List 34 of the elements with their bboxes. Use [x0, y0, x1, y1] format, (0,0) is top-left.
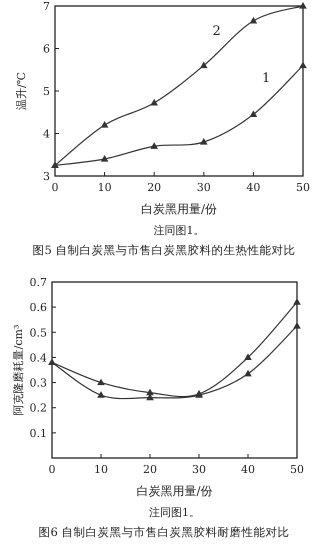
x-tick-label: 30: [192, 463, 206, 476]
y-tick-label: 0.5: [30, 326, 47, 340]
text: 注同图1。: [149, 506, 200, 519]
x-axis-title: 白炭黑用量/份: [136, 484, 213, 498]
series-label: 2: [212, 24, 221, 40]
y-tick-label: 0.7: [30, 276, 47, 289]
y-tick-label: 0.4: [30, 351, 47, 364]
x-tick-label: 30: [196, 181, 211, 194]
x-tick-label: 10: [98, 181, 112, 194]
x-tick-label: 40: [246, 181, 260, 194]
x-tick-label: 0: [48, 463, 56, 476]
y-tick-label: 0.2: [30, 402, 47, 415]
y-axis-title: 温升/℃: [15, 72, 28, 110]
y-axis-title: 阿克隆磨耗量/cm³: [12, 324, 25, 416]
y-tick-label: 7: [43, 0, 50, 13]
y-tick-label: 6: [43, 42, 50, 56]
y-tick-label: 4: [43, 128, 50, 140]
x-axis-title: 白炭黑用量/份: [140, 202, 218, 216]
x-tick-label: 50: [290, 463, 304, 476]
y-tick-label: 0.3: [30, 376, 47, 390]
series-label: 1: [262, 70, 270, 86]
x-tick-label: 50: [296, 181, 310, 194]
x-tick-label: 20: [143, 463, 157, 476]
text: 图6 自制白炭黑与市售白炭黑胶料耐磨性能对比: [38, 525, 290, 539]
y-tick-label: 3: [43, 170, 50, 183]
text: 注同图1。: [154, 224, 204, 237]
x-tick-label: 20: [147, 181, 162, 194]
x-tick-label: 10: [94, 463, 108, 476]
y-tick-label: 0.6: [30, 301, 47, 314]
text: 图5 自制白炭黑与市售白炭黑胶料的生热性能对比: [32, 243, 296, 257]
x-tick-label: 40: [241, 463, 255, 476]
x-tick-label: 0: [52, 181, 58, 194]
y-tick-label: 5: [43, 85, 50, 98]
y-tick-label: 0.1: [30, 426, 47, 440]
